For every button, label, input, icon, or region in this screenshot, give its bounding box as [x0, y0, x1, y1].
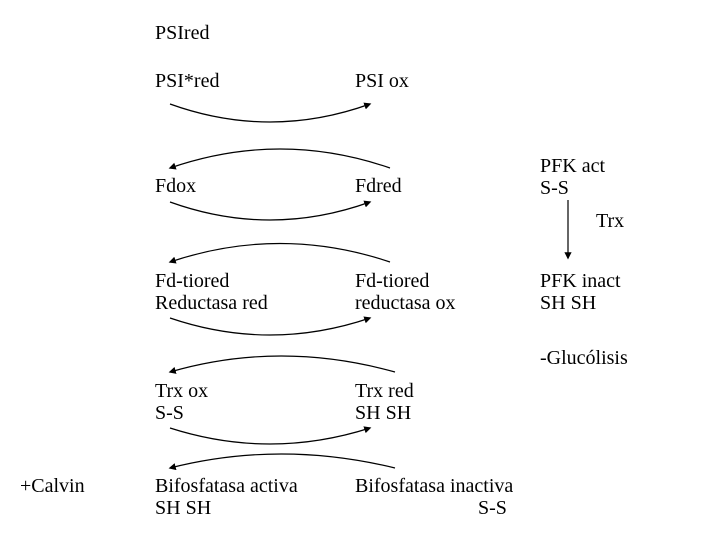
curve-top-2	[170, 318, 370, 335]
label-fdred: Fdred	[355, 175, 402, 198]
label-bfa_l1: Bifosfatasa activa	[155, 475, 298, 498]
label-trxox_l2: S-S	[155, 402, 184, 425]
label-bfi_l1: Bifosfatasa inactiva	[355, 475, 513, 498]
label-bfa_l2: SH SH	[155, 497, 211, 520]
label-fdtiored_l2: Reductasa red	[155, 292, 268, 315]
curve-top-0	[170, 104, 370, 122]
label-fdtioox_l1: Fd-tiored	[355, 270, 429, 293]
curve-bot-0	[170, 149, 390, 168]
curve-top-3	[170, 428, 370, 444]
label-pfkact_l2: S-S	[540, 177, 569, 200]
label-glucolisis: -Glucólisis	[540, 347, 628, 370]
curve-bot-3	[170, 454, 395, 468]
label-trxred_l1: Trx red	[355, 380, 414, 403]
label-calvin: +Calvin	[20, 475, 85, 498]
label-trxred_l2: SH SH	[355, 402, 411, 425]
label-pfki_l2: SH SH	[540, 292, 596, 315]
curve-bot-1	[170, 244, 390, 263]
label-pfkact_l1: PFK act	[540, 155, 605, 178]
label-pfki_l1: PFK inact	[540, 270, 621, 293]
label-psistar: PSI*red	[155, 70, 219, 93]
label-fdox: Fdox	[155, 175, 196, 198]
label-trxox_l1: Trx ox	[155, 380, 208, 403]
label-fdtiored_l1: Fd-tiored	[155, 270, 229, 293]
label-psired: PSIred	[155, 22, 209, 45]
label-bfi_l2: S-S	[478, 497, 507, 520]
label-trxside: Trx	[596, 210, 624, 233]
curve-bot-2	[170, 356, 395, 372]
label-fdtioox_l2: reductasa ox	[355, 292, 456, 315]
curve-top-1	[170, 202, 370, 220]
label-psiox: PSI ox	[355, 70, 409, 93]
